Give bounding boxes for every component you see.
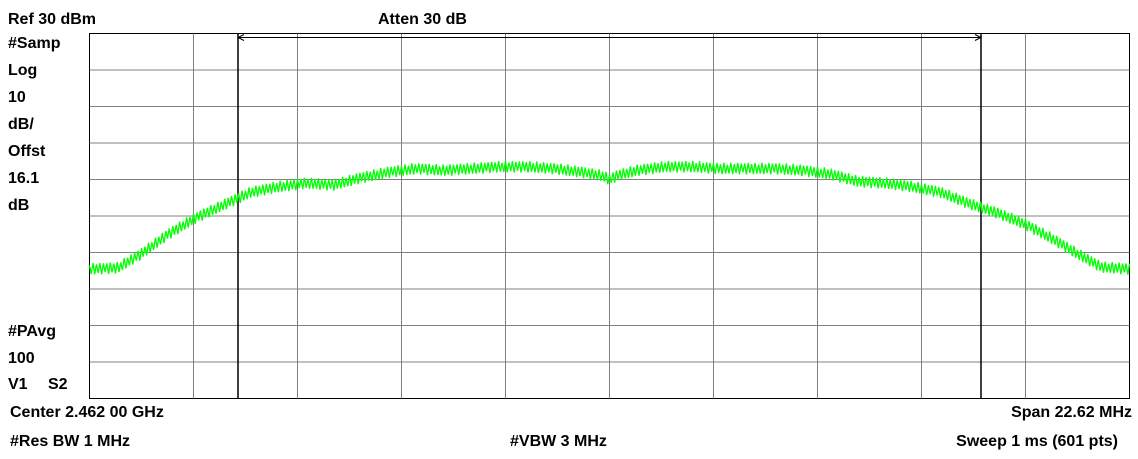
average-label: #PAvg: [8, 323, 57, 340]
scale-unit: dB/: [8, 116, 34, 133]
offset-value: 16.1: [8, 170, 40, 187]
attenuation: Atten 30 dB: [378, 11, 467, 28]
plot-grid: [89, 33, 1130, 399]
marker-arrow-left: [236, 34, 245, 41]
average-count: 100: [8, 350, 35, 367]
trace-layer: [88, 160, 1131, 275]
offset-label: Offst: [8, 143, 46, 160]
resolution-bandwidth: #Res BW 1 MHz: [10, 433, 131, 450]
video-bandwidth: #VBW 3 MHz: [510, 433, 607, 450]
scale-value: 10: [8, 89, 26, 106]
marker-arrow-right: [974, 34, 983, 41]
trace-v: V1: [8, 376, 28, 393]
trace-s: S2: [48, 376, 68, 393]
center-frequency: Center 2.462 00 GHz: [10, 404, 164, 421]
span: Span 22.62 MHz: [1011, 404, 1132, 421]
offset-unit: dB: [8, 197, 30, 214]
spectrum-trace: [88, 160, 1131, 275]
scale-type: Log: [8, 62, 38, 79]
sweep-time: Sweep 1 ms (601 pts): [956, 433, 1118, 450]
ref-level: Ref 30 dBm: [8, 11, 97, 28]
detector-label: #Samp: [8, 35, 61, 52]
marker-lines: [236, 33, 983, 399]
